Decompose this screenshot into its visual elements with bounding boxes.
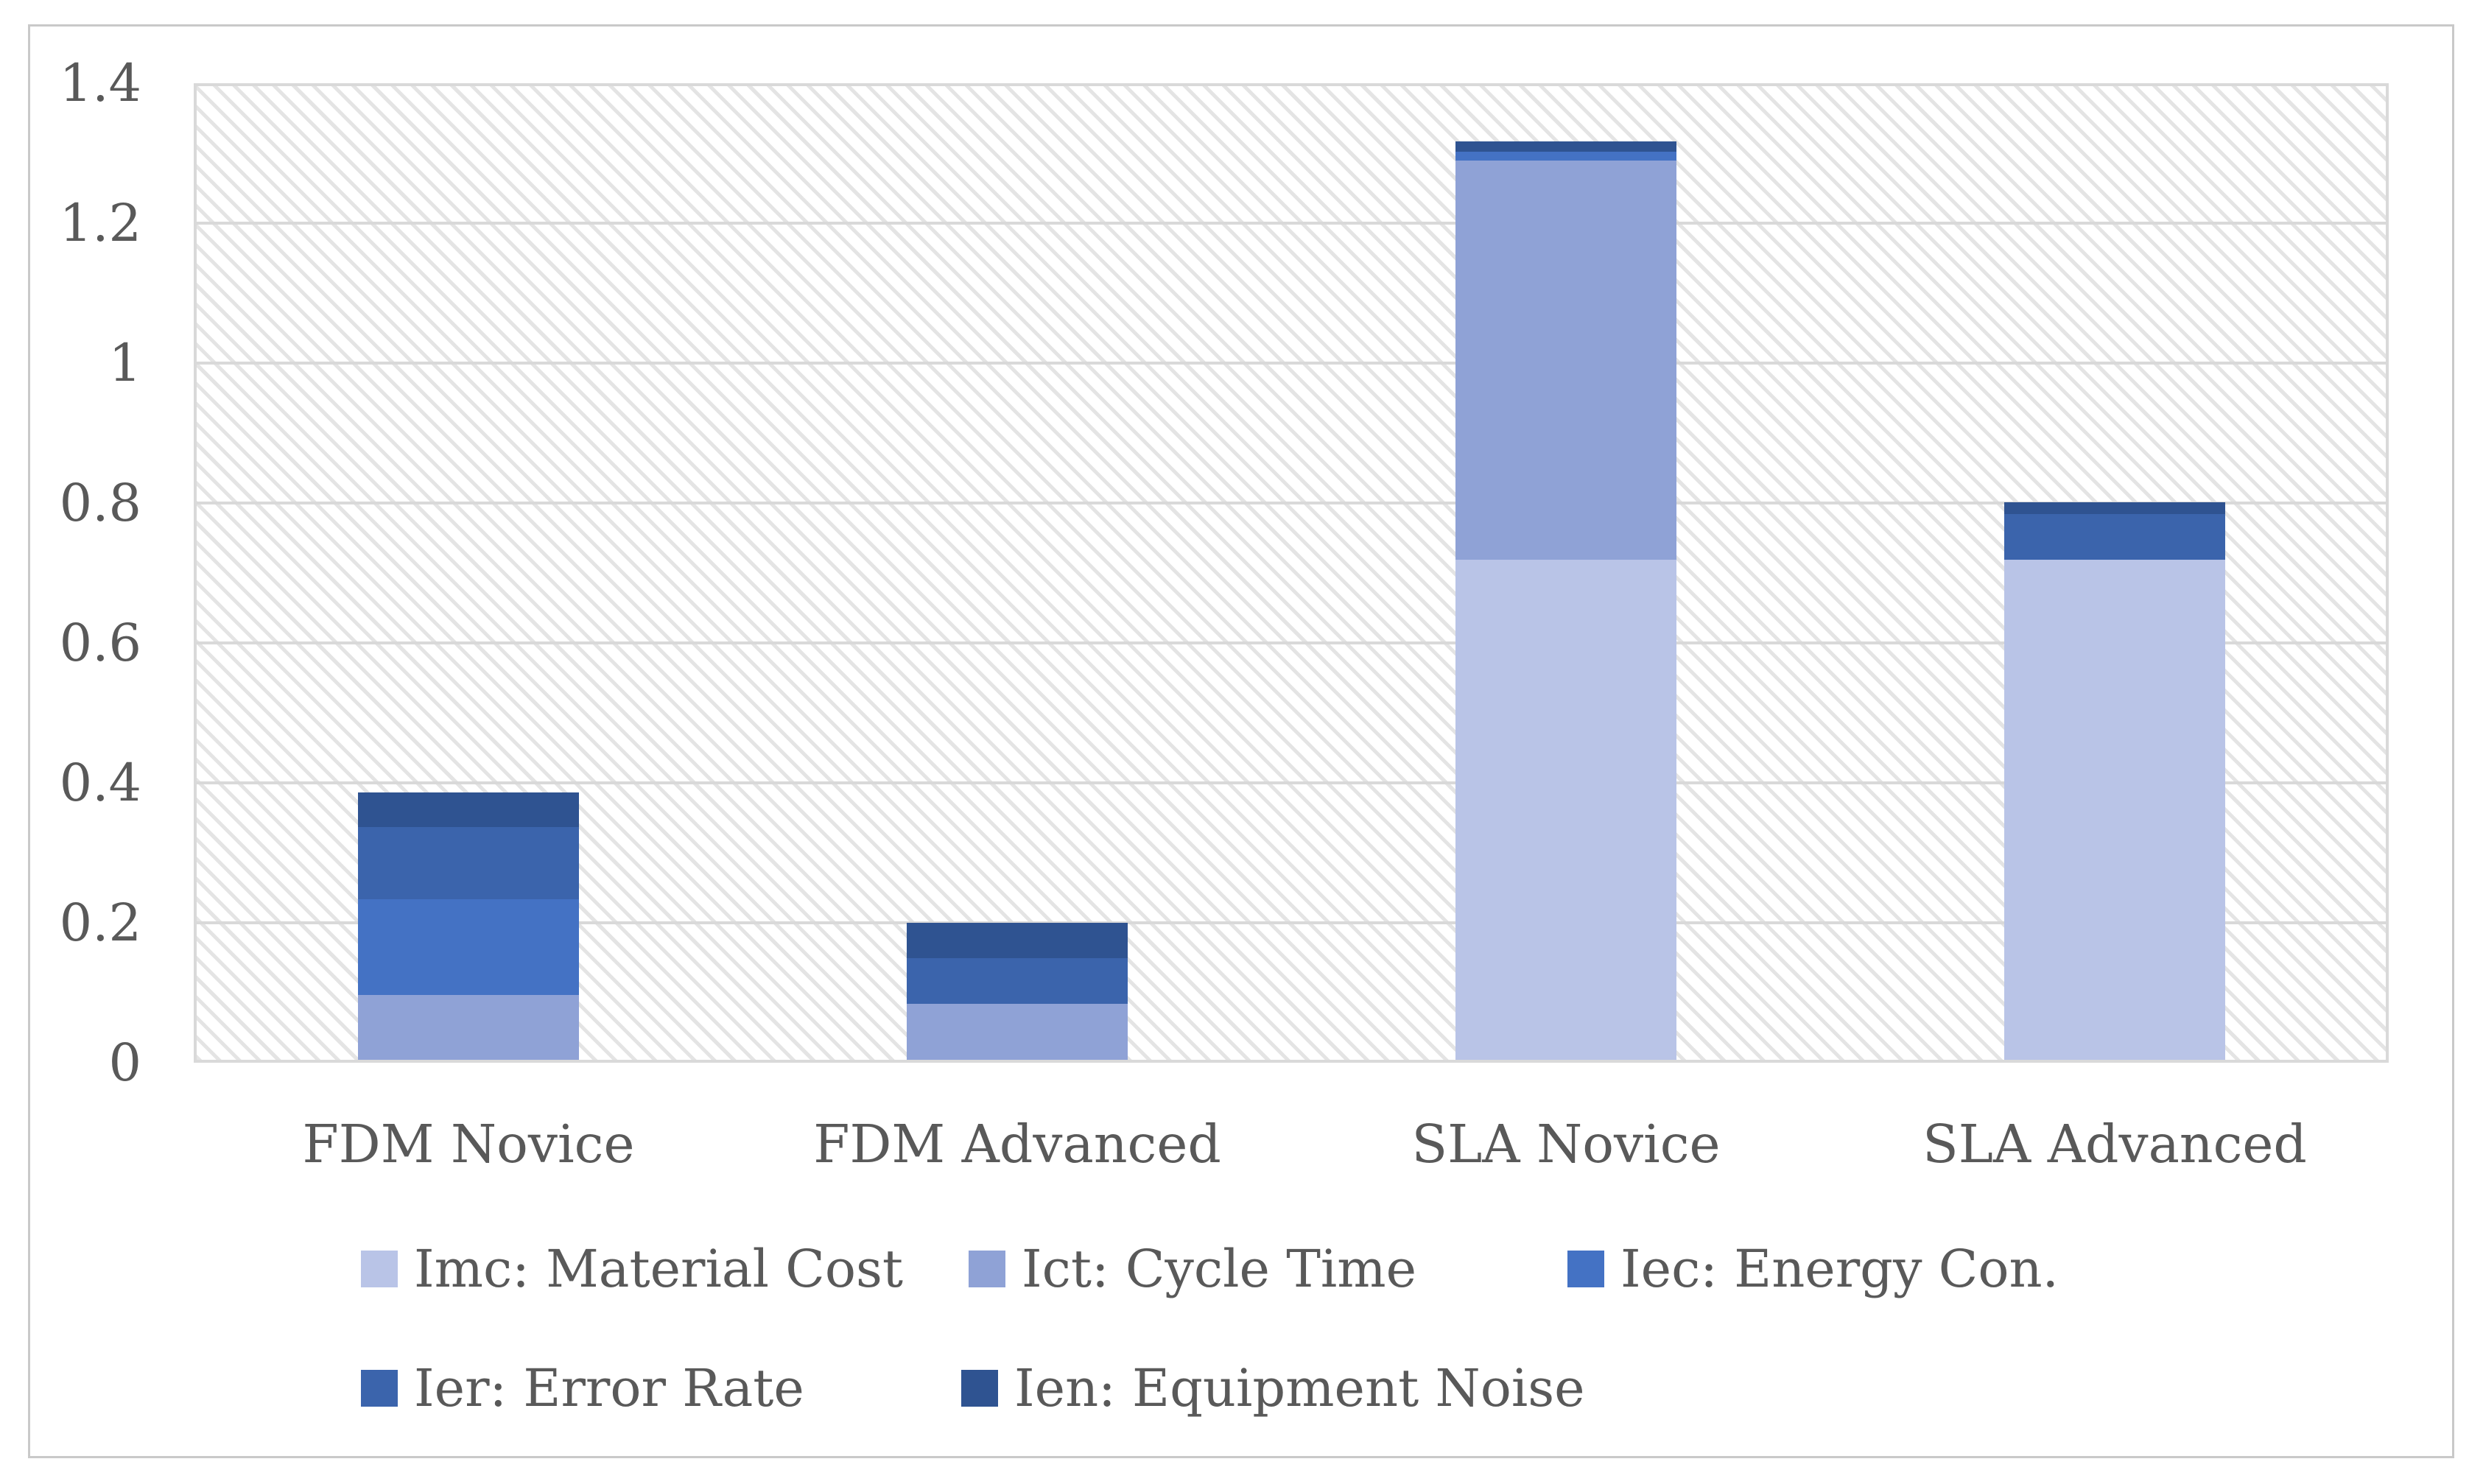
- bar-segment-ien: [2004, 502, 2225, 514]
- y-tick-label: 1.2: [59, 193, 141, 253]
- bar-fdm-advanced: [907, 923, 1128, 1060]
- legend-swatch-ien: [961, 1370, 998, 1407]
- gridline-y-1.2: [197, 222, 2386, 225]
- legend-label: Ien: Equipment Noise: [1014, 1358, 1585, 1418]
- bar-sla-novice: [1455, 141, 1676, 1060]
- bar-segment-ier: [2004, 514, 2225, 560]
- bar-segment-ien: [907, 923, 1128, 958]
- y-tick-label: 0.8: [59, 473, 141, 533]
- category-label: SLA Advanced: [1922, 1114, 2307, 1175]
- bar-segment-iec: [358, 899, 579, 995]
- bar-segment-ict: [1455, 161, 1676, 560]
- y-tick-label: 1: [108, 333, 141, 393]
- legend-item-ict: Ict: Cycle Time: [969, 1239, 1417, 1299]
- bar-segment-imc: [1455, 560, 1676, 1060]
- category-label: FDM Novice: [302, 1114, 635, 1175]
- legend-item-imc: Imc: Material Cost: [361, 1239, 904, 1299]
- y-tick-label: 0.4: [59, 753, 141, 813]
- legend-swatch-iec: [1567, 1251, 1604, 1287]
- bar-segment-iec: [1455, 152, 1676, 161]
- bar-segment-ien: [1455, 141, 1676, 152]
- legend-label: Ier: Error Rate: [414, 1358, 804, 1418]
- bar-segment-imc: [2004, 560, 2225, 1060]
- legend-label: Ict: Cycle Time: [1022, 1239, 1417, 1299]
- category-label: SLA Novice: [1411, 1114, 1721, 1175]
- gridline-y-0.8: [197, 502, 2386, 504]
- legend-item-iec: Iec: Energy Con.: [1567, 1239, 2059, 1299]
- legend-swatch-ict: [969, 1251, 1005, 1287]
- legend-item-ier: Ier: Error Rate: [361, 1358, 804, 1418]
- gridline-y-1: [197, 362, 2386, 365]
- y-tick-label: 0.6: [59, 613, 141, 673]
- bar-segment-ien: [358, 792, 579, 827]
- gridline-y-0.2: [197, 921, 2386, 924]
- legend-item-ien: Ien: Equipment Noise: [961, 1358, 1585, 1418]
- y-tick-label: 1.4: [59, 53, 141, 113]
- gridline-y-0.4: [197, 781, 2386, 784]
- gridline-y-0.6: [197, 641, 2386, 644]
- bar-segment-ict: [358, 995, 579, 1060]
- legend-label: Imc: Material Cost: [414, 1239, 904, 1299]
- legend-label: Iec: Energy Con.: [1620, 1239, 2059, 1299]
- bar-fdm-novice: [358, 792, 579, 1060]
- bar-segment-ict: [907, 1004, 1128, 1060]
- bar-segment-ier: [907, 958, 1128, 1004]
- legend-swatch-ier: [361, 1370, 398, 1407]
- category-label: FDM Advanced: [813, 1114, 1221, 1175]
- y-tick-label: 0: [108, 1033, 141, 1093]
- bar-segment-ier: [358, 827, 579, 899]
- plot-area: [194, 83, 2389, 1063]
- bar-sla-advanced: [2004, 502, 2225, 1060]
- legend-swatch-imc: [361, 1251, 398, 1287]
- y-tick-label: 0.2: [59, 893, 141, 953]
